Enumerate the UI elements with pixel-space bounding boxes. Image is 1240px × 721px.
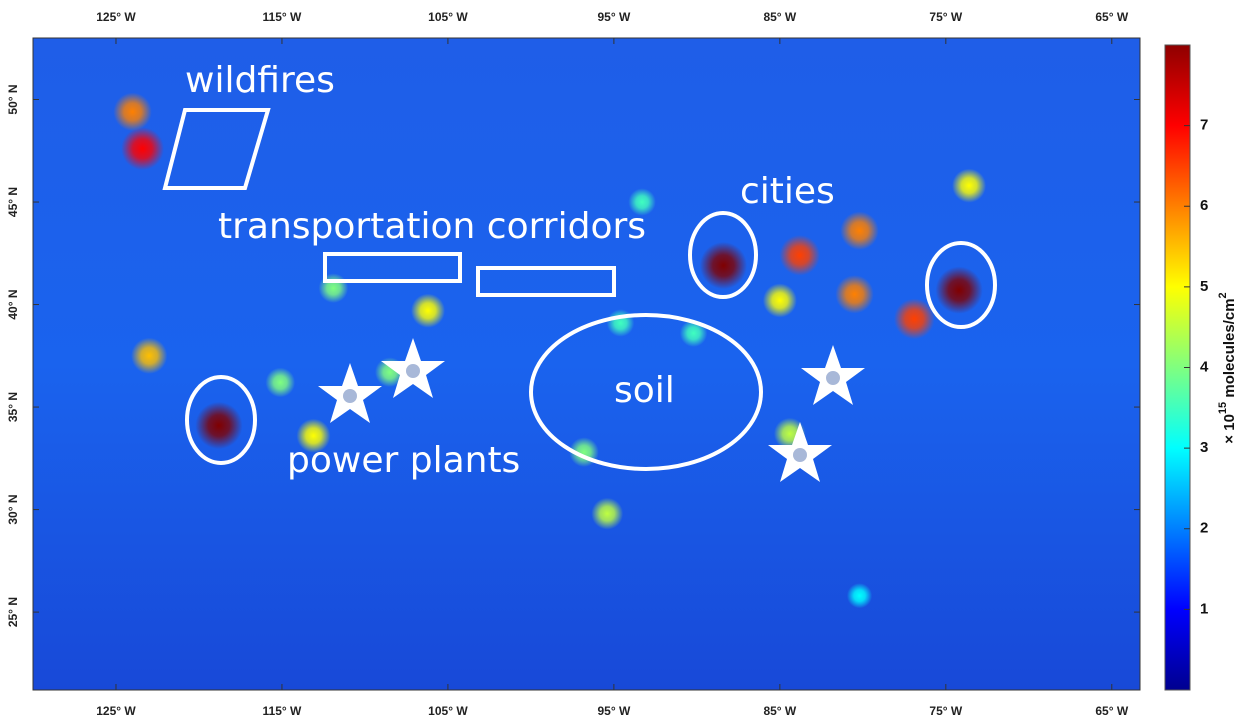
- power-plant-stars: [318, 338, 865, 482]
- hotspot: [113, 92, 152, 132]
- hotspot: [699, 241, 748, 290]
- annotation: transportation corridors: [218, 206, 646, 247]
- hotspot: [195, 401, 243, 450]
- soil-ellipse: [529, 313, 763, 471]
- hotspot: [893, 298, 935, 340]
- x-tick-label: 65° W: [1095, 704, 1128, 718]
- label-exp: 15: [1217, 402, 1229, 414]
- annotation: soil: [614, 370, 675, 411]
- x-tick-label: 85° W: [763, 10, 796, 24]
- hotspot: [846, 583, 873, 609]
- x-tick-label: 85° W: [763, 704, 796, 718]
- colorbar-tick-label: 4: [1200, 358, 1209, 375]
- label-unit: molecules/cm: [1221, 298, 1238, 401]
- hotspot: [779, 235, 821, 276]
- colorbar-tick-label: 1: [1200, 600, 1208, 617]
- hotspot: [952, 168, 987, 203]
- annotation: cities: [740, 171, 835, 212]
- x-tick-label: 105° W: [428, 704, 468, 718]
- x-tick-label: 115° W: [263, 10, 302, 24]
- y-tick-label: 35° N: [6, 392, 20, 422]
- hotspot: [628, 188, 656, 216]
- colorbar-tick-label: 7: [1200, 117, 1208, 134]
- city-ellipse: [688, 211, 758, 299]
- hotspot: [679, 319, 708, 347]
- x-tick-label: 75° W: [929, 704, 962, 718]
- annotation: wildfires: [185, 60, 335, 101]
- hotspot: [265, 367, 296, 398]
- y-tick-label: 40° N: [6, 289, 20, 319]
- colorbar-tick-label: 6: [1200, 197, 1208, 214]
- hotspot: [835, 275, 874, 314]
- x-tick-label: 95° W: [597, 704, 630, 718]
- y-tick-label: 45° N: [6, 187, 20, 217]
- colorbar-tick-label: 3: [1200, 439, 1208, 456]
- hotspot: [840, 211, 879, 250]
- y-tick-label: 25° N: [6, 597, 20, 627]
- x-tick-label: 125° W: [96, 10, 136, 24]
- map-area: [32, 37, 1141, 691]
- label-unit-exp: 2: [1217, 292, 1229, 298]
- city-ellipse: [185, 375, 257, 465]
- hotspot: [606, 309, 635, 337]
- colorbar-tick-label: 5: [1200, 278, 1208, 295]
- colorbar-tick-label: 2: [1200, 520, 1208, 537]
- annotation: power plants: [287, 440, 520, 481]
- x-tick-label: 125° W: [96, 704, 136, 718]
- x-tick-label: 105° W: [428, 10, 468, 24]
- hotspot: [131, 337, 168, 374]
- city-ellipse: [925, 241, 997, 329]
- hotspot: [296, 418, 331, 453]
- y-tick-label: 30° N: [6, 494, 20, 524]
- hotspot: [935, 266, 983, 314]
- x-tick-label: 65° W: [1095, 10, 1128, 24]
- x-tick-label: 115° W: [263, 704, 302, 718]
- hotspot: [762, 283, 797, 318]
- wildfire-box: [162, 108, 271, 190]
- corridor-box: [476, 266, 616, 297]
- x-tick-label: 95° W: [597, 10, 630, 24]
- x-tick-label: 75° W: [929, 10, 962, 24]
- colorbar-label: × 1015 molecules/cm2: [1217, 292, 1238, 443]
- hotspot: [411, 293, 446, 328]
- hotspot: [591, 497, 624, 530]
- corridor-box: [323, 252, 462, 283]
- hotspot: [121, 127, 164, 171]
- y-tick-label: 50° N: [6, 84, 20, 114]
- label-prefix: × 10: [1221, 414, 1238, 444]
